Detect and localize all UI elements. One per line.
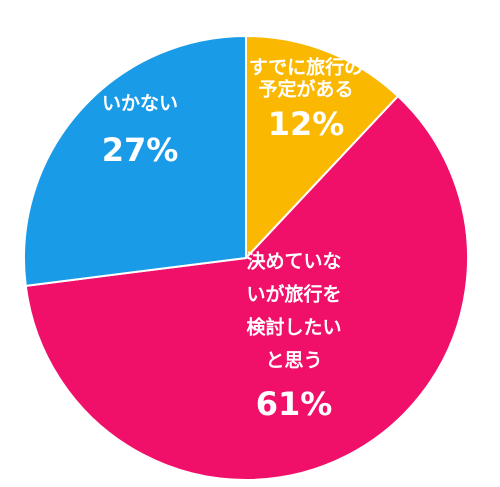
slice-label: いが旅行を <box>246 283 341 306</box>
pie-slice <box>245 34 400 261</box>
slice-label: 検討したい <box>246 316 341 339</box>
slice-label: いかない <box>102 93 178 115</box>
slice-label: すでに旅行の <box>249 56 363 79</box>
pie-slice <box>24 94 469 482</box>
value-label: 12% <box>268 105 345 143</box>
pie-slice <box>23 34 247 287</box>
value-label: 61% <box>256 385 333 423</box>
slice-label: 予定がある <box>258 78 353 101</box>
value-label: 27% <box>102 131 179 169</box>
slice-label: と思う <box>265 350 322 372</box>
slice-label: 決めていな <box>246 251 341 273</box>
